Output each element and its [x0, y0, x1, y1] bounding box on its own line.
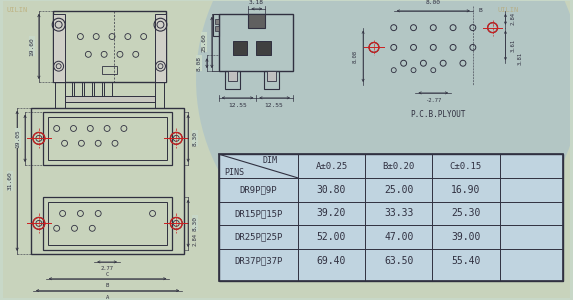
Bar	[53, 11, 166, 82]
Bar	[219, 154, 563, 281]
Circle shape	[196, 0, 573, 273]
Text: 2.84: 2.84	[193, 233, 198, 246]
Bar	[31, 108, 184, 254]
Bar	[65, 96, 155, 102]
Text: 69.40: 69.40	[317, 256, 346, 266]
Text: 12.55: 12.55	[228, 103, 247, 108]
Bar	[48, 117, 167, 160]
Bar	[94, 82, 102, 100]
Text: C: C	[105, 272, 109, 277]
Text: 8.08: 8.08	[353, 50, 358, 63]
Bar	[215, 19, 219, 24]
Text: 8.30: 8.30	[193, 216, 198, 231]
Text: 39.20: 39.20	[317, 208, 346, 218]
Text: DR9P对9P: DR9P对9P	[240, 185, 277, 194]
Text: A: A	[106, 295, 109, 300]
Bar	[84, 82, 92, 100]
Text: 55.40: 55.40	[451, 256, 481, 266]
Text: B: B	[479, 8, 482, 13]
Text: 8.08: 8.08	[197, 56, 202, 71]
Text: 31.60: 31.60	[7, 172, 13, 190]
Text: 3.18: 3.18	[249, 0, 264, 5]
Bar	[249, 14, 265, 28]
Bar	[43, 197, 172, 250]
Text: P.C.B.PLYOUT: P.C.B.PLYOUT	[410, 110, 466, 119]
Text: 19.05: 19.05	[15, 129, 21, 148]
Bar	[219, 14, 293, 71]
Text: 8.30: 8.30	[193, 131, 198, 146]
Text: DR25P对25P: DR25P对25P	[234, 233, 282, 242]
Bar	[104, 82, 112, 100]
Text: 30.80: 30.80	[317, 185, 346, 195]
Bar	[54, 82, 65, 108]
Bar	[102, 66, 117, 74]
Bar	[53, 14, 65, 82]
Bar	[264, 71, 279, 89]
Bar	[225, 71, 240, 89]
Text: C±0.15: C±0.15	[450, 161, 482, 170]
Bar	[43, 112, 172, 165]
Text: A±0.25: A±0.25	[315, 161, 348, 170]
Bar	[215, 26, 219, 31]
Text: 3.81: 3.81	[518, 52, 523, 65]
Text: B: B	[106, 283, 109, 288]
Text: DR15P对15P: DR15P对15P	[234, 209, 282, 218]
Text: DR37P对37P: DR37P对37P	[234, 256, 282, 266]
Bar	[155, 82, 164, 108]
Text: 19.60: 19.60	[29, 37, 34, 56]
Text: 16.90: 16.90	[451, 185, 481, 195]
Text: PINS: PINS	[225, 168, 245, 177]
Bar	[267, 71, 276, 81]
Bar	[256, 41, 271, 55]
Bar	[155, 14, 166, 82]
Text: 12.55: 12.55	[265, 103, 284, 108]
Text: 25.30: 25.30	[451, 208, 481, 218]
Text: 25.00: 25.00	[384, 185, 413, 195]
Text: 33.33: 33.33	[384, 208, 413, 218]
Text: 52.00: 52.00	[317, 232, 346, 242]
Text: -2.77: -2.77	[425, 98, 441, 103]
Text: 8.00: 8.00	[426, 0, 441, 5]
Text: 63.50: 63.50	[384, 256, 413, 266]
Bar	[65, 82, 73, 100]
Text: 3.61: 3.61	[511, 39, 516, 52]
Text: 2.77: 2.77	[101, 266, 113, 271]
Text: 47.00: 47.00	[384, 232, 413, 242]
Bar	[227, 71, 237, 81]
Bar	[233, 41, 248, 55]
Text: 39.00: 39.00	[451, 232, 481, 242]
Bar	[74, 82, 83, 100]
Bar	[48, 202, 167, 245]
Text: 25.60: 25.60	[202, 33, 206, 52]
Text: B±0.20: B±0.20	[383, 161, 415, 170]
Text: 2.84: 2.84	[511, 12, 516, 25]
Bar	[219, 154, 563, 281]
Text: UILIN: UILIN	[6, 7, 28, 13]
Text: UILIN: UILIN	[497, 7, 519, 13]
Bar	[213, 14, 219, 36]
Text: DIM: DIM	[262, 156, 278, 165]
